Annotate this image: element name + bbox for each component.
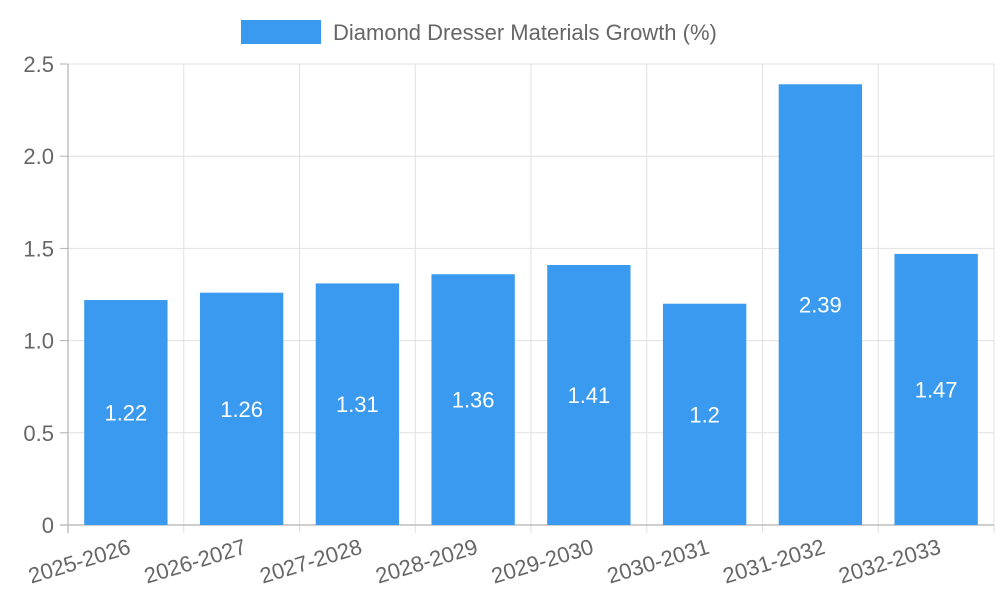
bars [84,84,978,525]
y-tick-label: 2.5 [23,52,54,77]
bar-value-label: 1.41 [567,383,610,408]
y-tick-label: 1.5 [23,236,54,261]
y-tick-label: 0.5 [23,421,54,446]
bar[interactable] [315,283,400,525]
y-tick-label: 2.0 [23,144,54,169]
bar[interactable] [894,253,978,525]
bar[interactable] [431,274,515,525]
x-tick-label: 2032-2033 [836,534,944,589]
bar-value-label: 1.36 [452,388,495,413]
bar[interactable] [84,300,168,525]
bar-value-label: 1.2 [689,402,720,427]
x-tick-label: 2029-2030 [488,534,596,589]
x-tick-label: 2031-2032 [720,534,828,589]
bar-labels: 1.22 1.26 1.31 1.36 1.41 1.2 2.39 1.47 [104,293,957,428]
bar-value-label: 1.26 [220,397,263,422]
y-tick-label: 0 [42,513,54,538]
x-tick-label: 2030-2031 [604,534,712,589]
x-tick-label: 2025-2026 [25,534,133,589]
bar-value-label: 2.39 [799,293,842,318]
bar[interactable] [662,303,747,525]
bar[interactable] [547,264,631,525]
bar-value-label: 1.22 [104,401,147,426]
bar-value-label: 1.31 [336,392,379,417]
x-tick-label: 2026-2027 [141,534,249,589]
legend[interactable]: Diamond Dresser Materials Growth (%) [241,20,717,45]
x-tick-label: 2027-2028 [257,534,365,589]
x-tick-label: 2028-2029 [373,534,481,589]
bar-value-label: 1.47 [915,377,958,402]
legend-swatch [241,20,321,44]
bar[interactable] [778,84,863,525]
x-axis-ticks: 2025-2026 2026-2027 2027-2028 2028-2029 2029… [25,534,943,589]
y-axis-ticks: 0 0.5 1.0 1.5 2.0 2.5 [23,52,68,538]
y-tick-label: 1.0 [23,329,54,354]
bar[interactable] [199,292,284,525]
legend-label: Diamond Dresser Materials Growth (%) [333,20,717,45]
